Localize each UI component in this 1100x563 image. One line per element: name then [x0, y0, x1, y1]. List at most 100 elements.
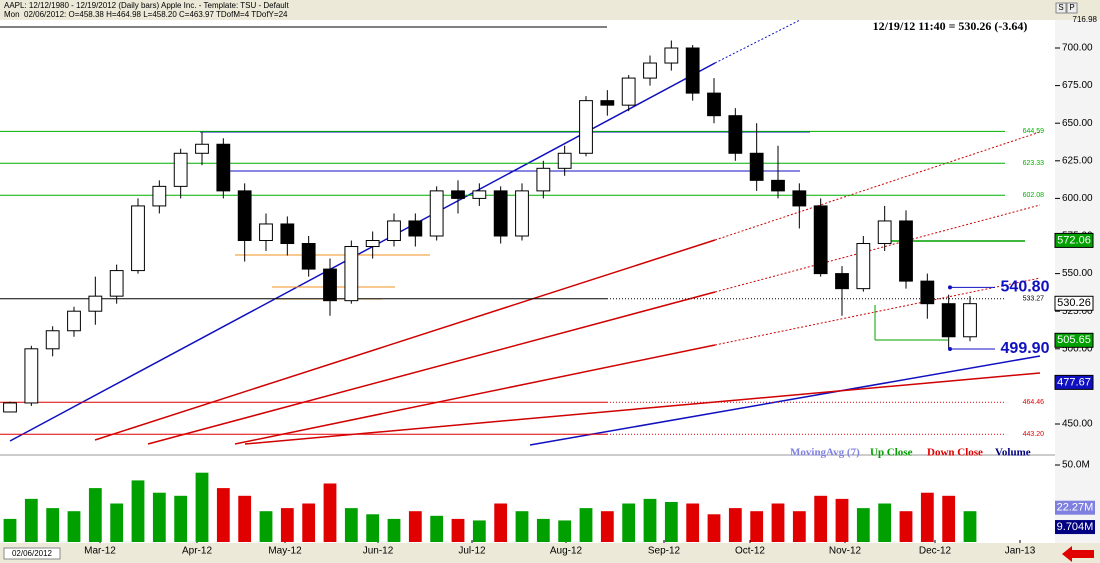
y-tick-label: 650.00	[1062, 118, 1093, 129]
candle-body	[536, 167, 551, 192]
candle-body	[600, 100, 615, 106]
volume-bar	[963, 511, 977, 542]
legend-entry: Volume	[995, 447, 1031, 459]
volume-bar	[88, 488, 102, 542]
candle-body	[67, 310, 81, 332]
candle-body	[771, 179, 785, 192]
price-box	[1054, 232, 1094, 248]
candle-body	[579, 100, 593, 154]
price-box-label: 477.67	[1057, 376, 1091, 388]
date-box	[3, 547, 61, 560]
candle-body	[963, 303, 977, 338]
volume-box	[1055, 520, 1095, 535]
candle-body	[515, 190, 529, 237]
price-box	[1054, 374, 1094, 390]
y-tick-label: 675.00	[1062, 80, 1093, 91]
volume-bar	[814, 495, 828, 542]
volume-bar	[750, 511, 764, 542]
volume-bar	[3, 518, 17, 542]
candle-body	[387, 220, 401, 242]
candle-body	[3, 402, 17, 413]
candle-body	[707, 92, 721, 117]
trend-line	[94, 239, 716, 441]
x-tick-label: Jun-12	[363, 546, 394, 557]
scroll-arrow[interactable]	[1062, 546, 1094, 562]
candle-body	[493, 190, 508, 237]
legend-entry: MovingAvg (7)	[790, 447, 860, 459]
trend-line	[529, 355, 1041, 446]
volume-bar	[878, 503, 892, 542]
candle-body	[195, 143, 209, 154]
volume-bar	[280, 508, 294, 542]
volume-bar	[131, 480, 145, 542]
volume-bar	[110, 503, 124, 542]
volume-box-label: 22.27M	[1057, 502, 1094, 514]
trend-line	[147, 291, 716, 445]
volume-bar	[835, 498, 849, 542]
v-tick-label: 50.0M	[1062, 460, 1090, 471]
volume-bar	[323, 483, 337, 542]
candle-body	[301, 243, 316, 270]
trend-line	[714, 131, 1041, 241]
volume-bar	[920, 492, 934, 542]
trend-line	[714, 204, 1041, 293]
candle-body	[728, 115, 743, 154]
candle-body	[45, 330, 60, 350]
x-tick-label: Oct-12	[735, 546, 765, 557]
volume-bar	[387, 518, 401, 542]
volume-bar	[536, 518, 550, 542]
header-title: AAPL: 12/12/1980 - 12/19/2012 (Daily bar…	[4, 1, 290, 10]
volume-bar	[152, 492, 166, 542]
volume-bar	[579, 508, 593, 542]
level-label: 443.20	[1023, 431, 1045, 438]
volume-bar	[686, 503, 700, 542]
price-box	[1054, 332, 1094, 348]
volume-bar	[707, 514, 721, 542]
button-label[interactable]: P	[1069, 3, 1074, 12]
level-label: 623.33	[1023, 160, 1045, 167]
y-tick-label: 700.00	[1062, 43, 1093, 54]
trend-line	[714, 277, 1041, 346]
candle-body	[472, 190, 487, 199]
footer-bar	[0, 543, 1100, 563]
volume-bar	[622, 503, 636, 542]
volume-bar	[664, 501, 678, 542]
candle-body	[216, 143, 231, 192]
volume-bar	[46, 508, 60, 542]
volume-bar	[558, 520, 572, 542]
candle-body	[280, 223, 295, 245]
volume-bar	[942, 495, 956, 542]
volume-bar	[238, 495, 252, 542]
x-tick-label: Nov-12	[829, 546, 862, 557]
volume-bar	[302, 503, 316, 542]
volume-bar	[600, 511, 614, 542]
button[interactable]	[1055, 2, 1067, 14]
volume-bar	[856, 508, 870, 542]
candle-body	[877, 220, 892, 245]
price-box	[1054, 295, 1094, 311]
price-box-label: 530.26	[1057, 297, 1091, 309]
candle-body	[920, 280, 935, 305]
candle-body	[451, 190, 465, 199]
candle-body	[792, 190, 807, 207]
candle-body	[685, 47, 700, 94]
button[interactable]	[1066, 2, 1078, 14]
callout-dot	[948, 346, 952, 351]
volume-bar	[216, 488, 230, 542]
candle-body	[24, 348, 39, 404]
x-tick-label: Sep-12	[648, 546, 681, 557]
volume-bar	[24, 498, 38, 542]
x-tick-label: Jul-12	[458, 546, 486, 557]
volume-bar	[408, 511, 422, 542]
volume-bar	[472, 520, 486, 542]
x-tick-label: Mar-12	[84, 546, 116, 557]
candle-body	[131, 205, 145, 272]
candle-body	[344, 246, 359, 302]
level-label: 602.08	[1023, 192, 1045, 199]
plot-area	[0, 20, 1055, 543]
volume-bar	[899, 511, 913, 542]
volume-bar	[259, 511, 273, 542]
x-tick-label: May-12	[268, 546, 302, 557]
button-label[interactable]: S	[1058, 3, 1063, 12]
trend-line	[9, 62, 716, 442]
